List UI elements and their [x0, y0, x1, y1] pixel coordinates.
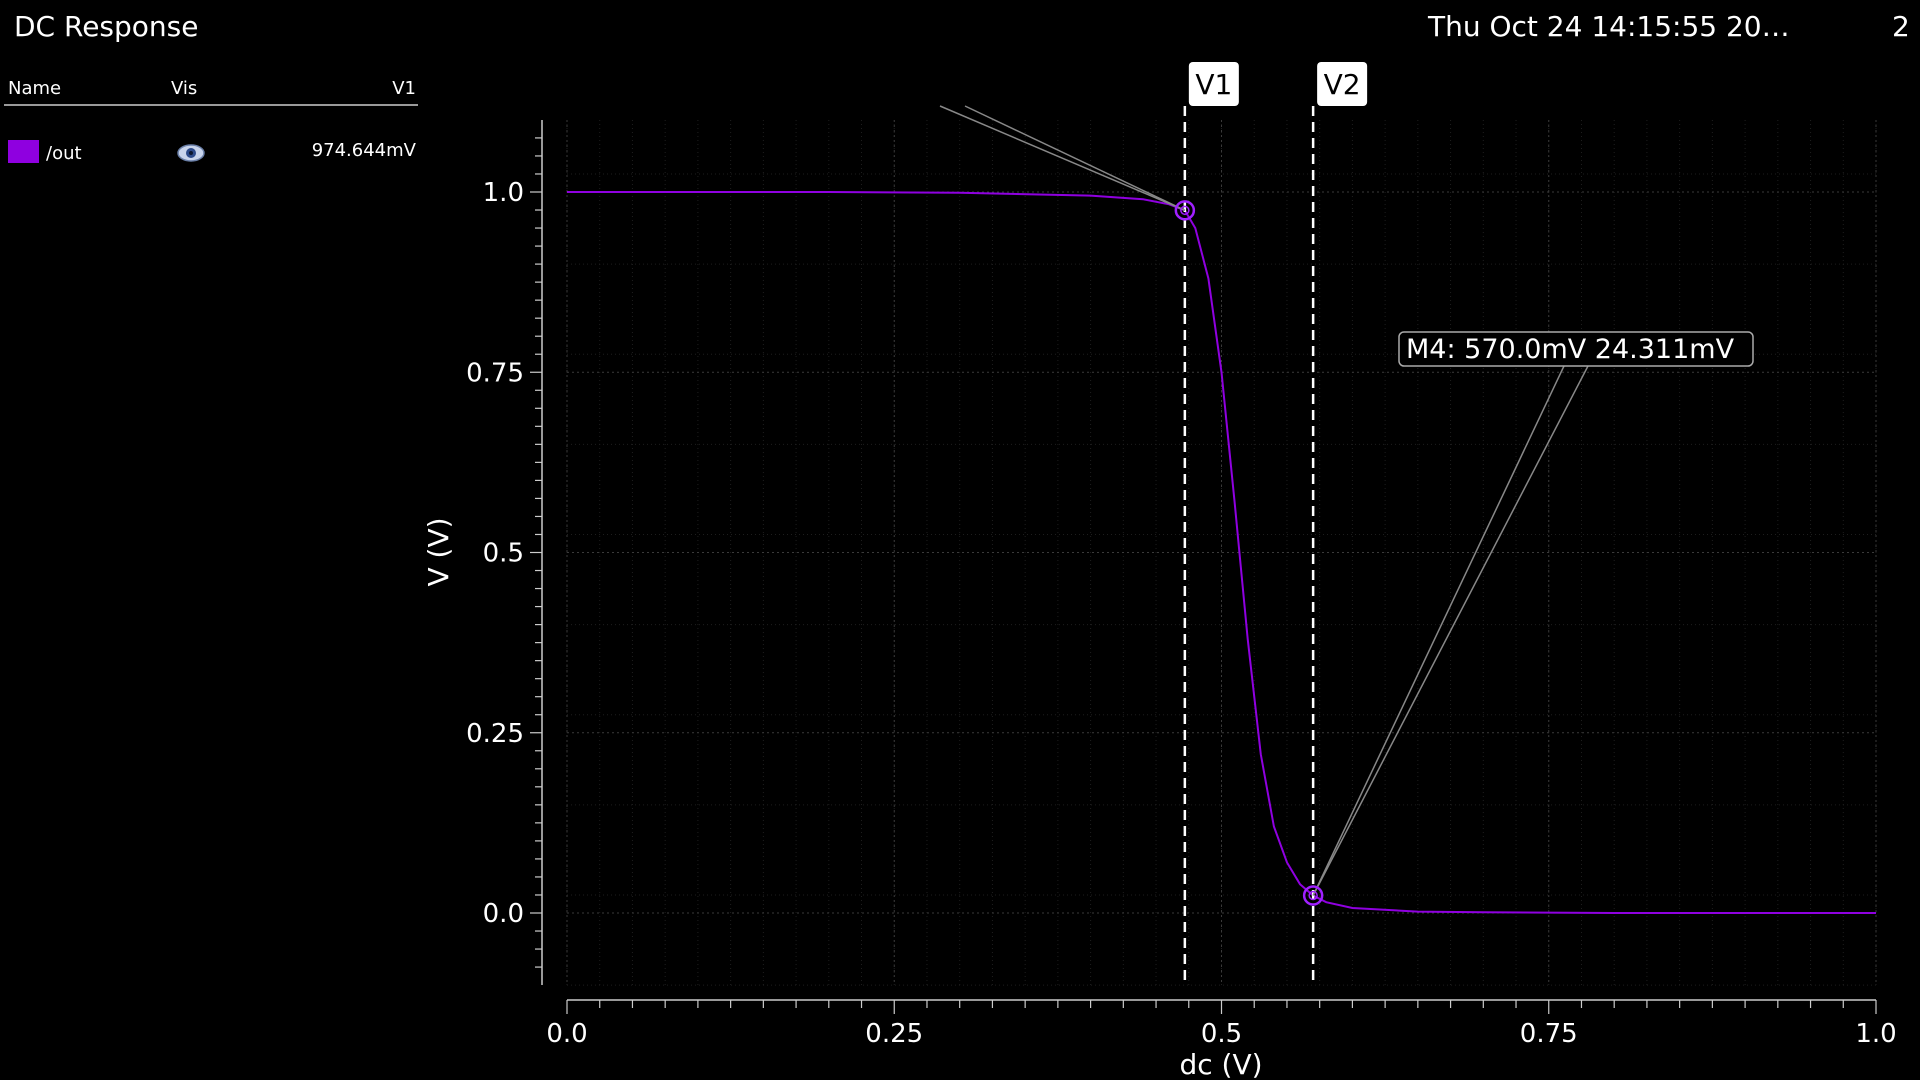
y-tick-label: 0.0 — [483, 899, 524, 929]
cursor-tag-v2[interactable] — [1317, 62, 1368, 106]
marker-label-m4: M4: 570.0mV 24.311mV — [1406, 334, 1735, 365]
y-tick-label: 0.75 — [466, 358, 524, 388]
marker-leader-line — [1312, 365, 1565, 896]
y-axis-label: V (V) — [422, 517, 455, 586]
legend-header: Name Vis V1 — [4, 74, 418, 106]
x-tick-label: 0.75 — [1520, 1019, 1578, 1049]
x-axis-label: dc (V) — [1179, 1048, 1262, 1080]
legend-row-out[interactable]: /out 974.644mV — [4, 138, 418, 168]
page-number: 2 — [1892, 10, 1910, 43]
y-tick-label: 0.5 — [483, 539, 524, 569]
cursor-tag-v1[interactable] — [1188, 62, 1239, 106]
y-tick-label: 0.25 — [466, 719, 524, 749]
cursor-label-v2: V2 — [1324, 68, 1361, 101]
legend-header-name[interactable]: Name — [8, 78, 62, 99]
x-tick-label: 0.0 — [546, 1019, 587, 1049]
marker-leader-line — [939, 105, 1186, 212]
signal-cursor-value: 974.644mV — [311, 140, 416, 161]
series-line-out[interactable] — [567, 191, 1876, 914]
eye-icon[interactable] — [177, 142, 205, 164]
marker-point-inner — [1308, 890, 1318, 901]
window-title: DC Response — [14, 10, 199, 43]
signal-legend: Name Vis V1 /out 974.644mV — [4, 74, 418, 174]
timestamp: Thu Oct 24 14:15:55 20… — [1428, 10, 1790, 43]
legend-header-vis[interactable]: Vis — [171, 78, 198, 99]
x-tick-label: 0.25 — [865, 1019, 923, 1049]
marker-point[interactable] — [1174, 200, 1196, 221]
cursor-label-v1: V1 — [1195, 68, 1232, 101]
marker-label-box[interactable] — [1398, 331, 1754, 367]
marker-point-inner — [1180, 205, 1190, 216]
legend-header-v1[interactable]: V1 — [392, 78, 416, 99]
y-tick-label: 1.0 — [483, 178, 524, 208]
marker-point[interactable] — [1302, 885, 1324, 906]
signal-name[interactable]: /out — [46, 143, 82, 164]
x-tick-label: 1.0 — [1855, 1019, 1896, 1049]
marker-leader-line — [964, 105, 1186, 211]
x-tick-label: 0.5 — [1201, 1019, 1242, 1049]
marker-leader-line — [1312, 365, 1589, 896]
signal-color-swatch[interactable] — [8, 140, 39, 163]
